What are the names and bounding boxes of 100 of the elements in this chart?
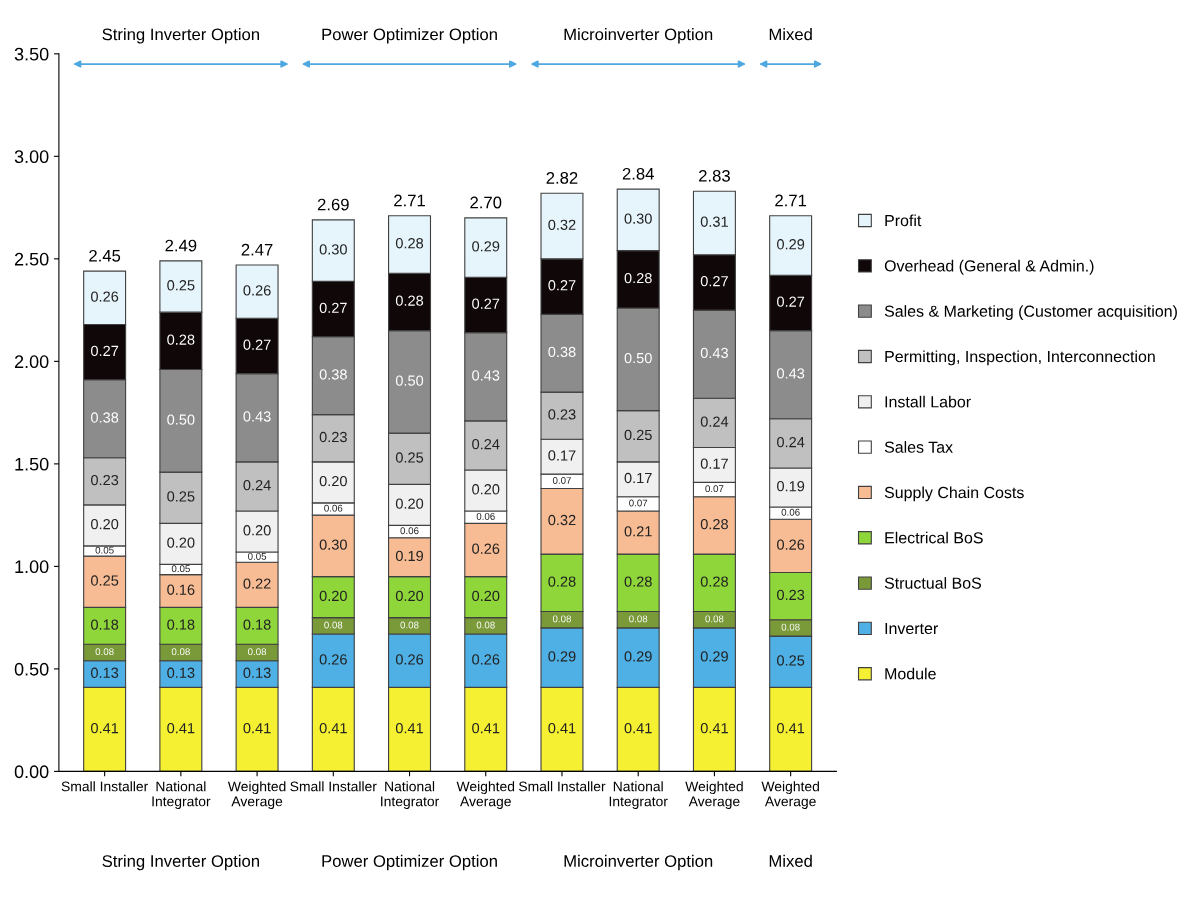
data-label: 0.24 xyxy=(777,436,805,448)
legend-label: Overhead (General & Admin.) xyxy=(884,259,1094,275)
total-label: 2.47 xyxy=(241,243,273,256)
data-label: 0.41 xyxy=(472,722,500,734)
data-label: 0.27 xyxy=(700,276,728,287)
data-label: 0.13 xyxy=(243,667,271,678)
data-label: 0.32 xyxy=(548,514,576,526)
data-label: 0.30 xyxy=(319,539,347,550)
total-label: 2.70 xyxy=(470,196,502,209)
data-label: 0.24 xyxy=(243,480,271,491)
data-label: 0.50 xyxy=(167,414,195,425)
y-tick-label: 3.00 xyxy=(14,150,49,164)
data-label: 0.17 xyxy=(548,450,576,461)
data-label: 0.25 xyxy=(91,575,119,586)
text: String Inverter Option xyxy=(102,28,259,44)
data-label: 0.23 xyxy=(91,474,119,486)
data-label: 0.28 xyxy=(548,576,576,587)
data-label: 0.07 xyxy=(552,477,571,484)
y-tick-label: 2.50 xyxy=(14,252,49,266)
data-label: 0.07 xyxy=(705,485,724,493)
data-label: 0.28 xyxy=(395,295,424,306)
data-label: 0.13 xyxy=(91,667,119,678)
data-label: 0.41 xyxy=(91,722,119,734)
data-label: 0.26 xyxy=(472,543,500,554)
legend-label: Inverter xyxy=(885,622,938,635)
y-tick-label: 2.00 xyxy=(14,355,49,369)
data-label: 0.28 xyxy=(700,518,728,530)
total-label: 2.82 xyxy=(546,171,578,184)
data-label: 0.26 xyxy=(395,654,424,665)
data-label: 0.29 xyxy=(624,651,652,662)
y-tick-label: 1.00 xyxy=(15,560,49,574)
data-label: 0.38 xyxy=(319,369,347,380)
data-label: 0.27 xyxy=(243,339,271,350)
data-label: 0.07 xyxy=(629,499,648,507)
data-label: 0.29 xyxy=(777,239,805,250)
data-label: 0.25 xyxy=(624,429,652,441)
data-label: 0.25 xyxy=(167,280,195,291)
total-label: 2.45 xyxy=(89,249,121,262)
data-label: 0.20 xyxy=(167,537,195,548)
data-label: 0.41 xyxy=(700,722,728,734)
data-label: 0.25 xyxy=(395,452,424,463)
text: Microinverter Option xyxy=(564,854,713,871)
x-tick-label: National Integrator xyxy=(609,781,668,810)
total-label: 2.71 xyxy=(775,194,807,207)
data-label: 0.05 xyxy=(248,552,267,560)
data-label: 0.26 xyxy=(91,291,119,302)
data-label: 0.29 xyxy=(472,241,500,252)
data-label: 0.41 xyxy=(624,722,652,734)
legend-label: Profit xyxy=(885,214,922,227)
data-label: 0.17 xyxy=(700,458,728,469)
data-label: 0.23 xyxy=(777,589,805,601)
total-label: 2.49 xyxy=(165,239,197,252)
data-label: 0.20 xyxy=(472,484,500,495)
data-label: 0.32 xyxy=(548,219,576,230)
legend-label: Structual BoS xyxy=(884,577,982,589)
data-label: 0.26 xyxy=(243,285,271,296)
data-label: 0.43 xyxy=(777,368,805,379)
x-tick-label: Weighted Average xyxy=(685,781,743,810)
data-label: 0.27 xyxy=(548,280,576,291)
x-tick-label: Weighted Average xyxy=(456,781,515,810)
data-label: 0.08 xyxy=(781,623,800,631)
data-label: 0.08 xyxy=(248,648,267,656)
data-label: 0.24 xyxy=(700,416,729,427)
data-label: 0.41 xyxy=(319,722,347,734)
data-label: 0.19 xyxy=(395,550,424,562)
y-tick-label: 3.50 xyxy=(14,47,49,61)
text: String Inverter Option xyxy=(102,854,259,871)
data-label: 0.41 xyxy=(395,722,424,734)
text: Mixed xyxy=(769,28,812,41)
data-label: 0.08 xyxy=(705,615,724,623)
data-label: 0.08 xyxy=(476,621,495,629)
text: Mixed xyxy=(769,854,812,867)
data-label: 0.18 xyxy=(243,619,271,630)
data-label: 0.27 xyxy=(472,298,500,309)
data-label: 0.26 xyxy=(319,654,347,665)
data-label: 0.25 xyxy=(167,491,195,502)
x-tick-label: Weighted Average xyxy=(761,781,819,810)
text: Microinverter Option xyxy=(564,28,713,44)
x-tick-label: Small Installer xyxy=(519,781,606,792)
data-label: 0.43 xyxy=(243,411,271,422)
legend-label: Install Labor xyxy=(885,395,971,408)
data-label: 0.41 xyxy=(243,722,271,734)
total-label: 2.71 xyxy=(394,194,425,207)
data-label: 0.24 xyxy=(472,439,500,450)
y-tick-label: 1.50 xyxy=(15,457,49,471)
data-label: 0.20 xyxy=(395,498,424,509)
data-label: 0.22 xyxy=(243,578,271,589)
data-label: 0.28 xyxy=(395,238,424,249)
data-label: 0.08 xyxy=(400,621,419,629)
data-label: 0.08 xyxy=(171,648,190,656)
data-label: 0.20 xyxy=(243,525,271,536)
data-label: 0.20 xyxy=(472,590,500,602)
legend-label: Supply Chain Costs xyxy=(884,486,1024,502)
total-label: 2.83 xyxy=(699,169,730,182)
data-label: 0.18 xyxy=(167,619,195,630)
data-label: 0.30 xyxy=(624,213,652,224)
data-label: 0.20 xyxy=(319,475,347,487)
data-label: 0.41 xyxy=(167,722,195,734)
data-label: 0.50 xyxy=(624,352,652,364)
data-label: 0.30 xyxy=(319,244,347,255)
